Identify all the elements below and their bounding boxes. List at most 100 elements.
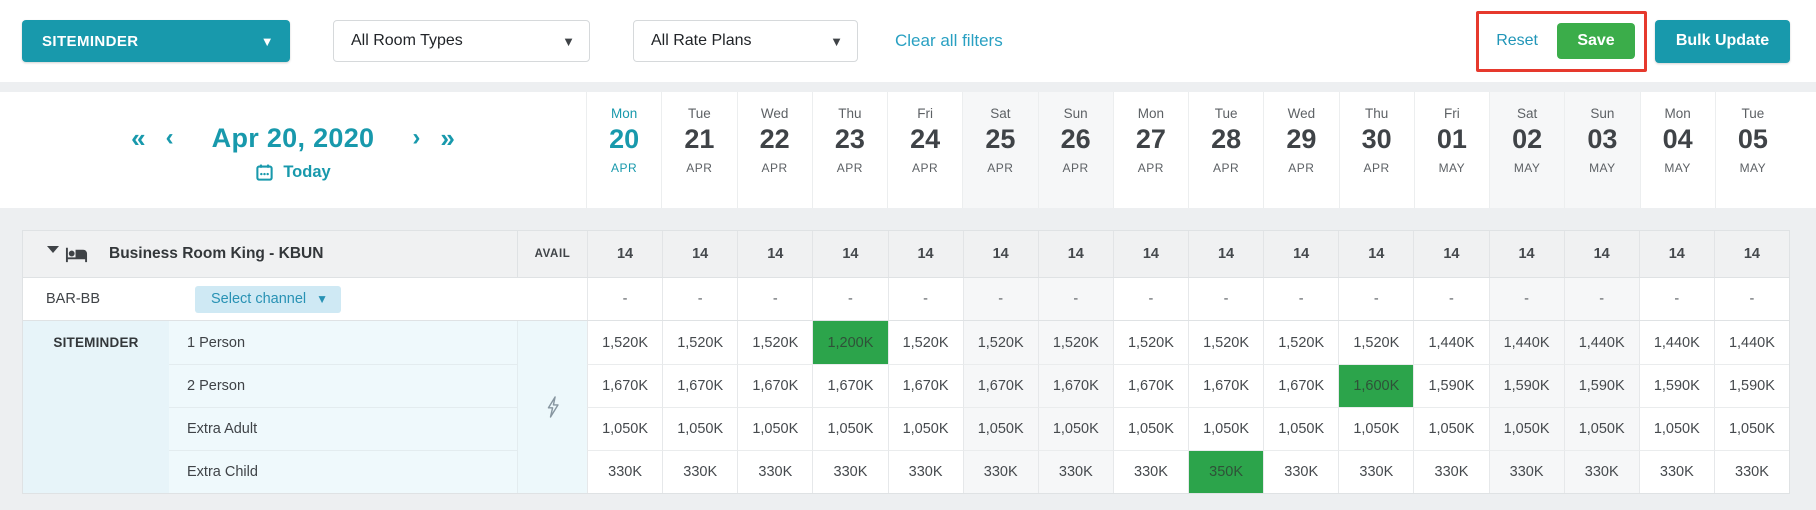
rate-value-cell[interactable]: 1,520K [587,321,662,364]
rate-value-cell[interactable]: 1,200K [812,321,888,364]
rate-value-cell[interactable]: 1,050K [1263,407,1339,450]
rate-value-cell[interactable]: 350K [1188,450,1264,493]
rate-value-cell[interactable]: 1,050K [1413,407,1489,450]
availability-cell[interactable]: 14 [1188,231,1263,277]
rate-value-cell[interactable]: 330K [1638,450,1714,493]
rate-value-cell[interactable]: 1,520K [662,321,737,364]
rate-value-cell[interactable]: 1,520K [737,321,812,364]
rate-value-cell[interactable]: 1,670K [962,364,1038,407]
rate-value-cell[interactable]: 330K [887,450,963,493]
availability-cell[interactable]: 14 [662,231,737,277]
rate-plan-cell[interactable]: - [887,278,963,320]
rate-value-cell[interactable]: 330K [1112,450,1188,493]
rate-value-cell[interactable]: 1,050K [1563,407,1639,450]
channel-selector-dropdown[interactable]: SITEMINDER ▼ [22,20,290,62]
rate-value-cell[interactable]: 1,590K [1638,364,1714,407]
rate-value-cell[interactable]: 1,520K [1338,321,1413,364]
availability-cell[interactable]: 14 [887,231,963,277]
availability-cell[interactable]: 14 [1563,231,1639,277]
collapse-room-icon[interactable] [47,245,59,253]
rate-value-cell[interactable]: 1,440K [1713,321,1789,364]
rate-value-cell[interactable]: 1,050K [962,407,1038,450]
rate-value-cell[interactable]: 330K [812,450,888,493]
rate-value-cell[interactable]: 1,670K [1263,364,1339,407]
rate-plan-cell[interactable]: - [812,278,887,320]
rate-value-cell[interactable]: 1,050K [1037,407,1113,450]
rate-value-cell[interactable]: 1,050K [737,407,813,450]
rate-plan-cell[interactable]: - [1413,278,1488,320]
rate-value-cell[interactable]: 1,520K [1188,321,1263,364]
rate-value-cell[interactable]: 1,590K [1413,364,1489,407]
rate-value-cell[interactable]: 1,050K [812,407,888,450]
rate-plan-cell[interactable]: - [1488,278,1564,320]
rate-value-cell[interactable]: 1,440K [1413,321,1488,364]
rate-value-cell[interactable]: 330K [1413,450,1489,493]
rate-plan-cell[interactable]: - [587,278,662,320]
rate-value-cell[interactable]: 1,050K [662,407,738,450]
rate-value-cell[interactable]: 1,520K [887,321,963,364]
rate-plan-cell[interactable]: - [1263,278,1338,320]
rate-value-cell[interactable]: 1,520K [1037,321,1113,364]
rate-value-cell[interactable]: 330K [587,450,663,493]
select-channel-dropdown[interactable]: Select channel ▼ [195,285,342,313]
rate-value-cell[interactable]: 1,050K [1638,407,1714,450]
rate-value-cell[interactable]: 330K [737,450,813,493]
rate-value-cell[interactable]: 330K [1713,450,1789,493]
availability-cell[interactable]: 14 [1638,231,1714,277]
rate-value-cell[interactable]: 330K [662,450,738,493]
availability-cell[interactable]: 14 [1263,231,1338,277]
next-week-button[interactable]: » [440,123,455,153]
prev-week-button[interactable]: « [131,123,146,153]
availability-cell[interactable]: 14 [1037,231,1113,277]
rate-value-cell[interactable]: 1,440K [1638,321,1714,364]
rate-value-cell[interactable]: 1,050K [887,407,963,450]
rate-value-cell[interactable]: 1,520K [1263,321,1338,364]
next-day-button[interactable]: › [412,124,421,151]
availability-cell[interactable]: 14 [587,231,662,277]
rate-plan-cell[interactable]: - [1638,278,1714,320]
availability-cell[interactable]: 14 [962,231,1038,277]
availability-cell[interactable]: 14 [1413,231,1488,277]
rate-plan-cell[interactable]: - [1037,278,1113,320]
rate-value-cell[interactable]: 1,050K [587,407,663,450]
rate-value-cell[interactable]: 1,670K [1188,364,1264,407]
rate-plan-cell[interactable]: - [662,278,737,320]
rate-value-cell[interactable]: 1,600K [1338,364,1414,407]
rate-value-cell[interactable]: 1,440K [1488,321,1564,364]
rate-value-cell[interactable]: 1,670K [737,364,813,407]
rate-value-cell[interactable]: 330K [962,450,1038,493]
rate-value-cell[interactable]: 1,670K [812,364,888,407]
rate-value-cell[interactable]: 330K [1338,450,1414,493]
rate-plan-cell[interactable]: - [737,278,812,320]
rate-value-cell[interactable]: 1,590K [1563,364,1639,407]
today-button[interactable]: Today [255,163,331,182]
rate-plan-cell[interactable]: - [1563,278,1639,320]
reset-link[interactable]: Reset [1496,32,1538,49]
rate-value-cell[interactable]: 1,670K [887,364,963,407]
rate-plans-dropdown[interactable]: All Rate Plans ▼ [633,20,858,62]
rate-value-cell[interactable]: 1,050K [1338,407,1414,450]
rate-value-cell[interactable]: 330K [1563,450,1639,493]
availability-cell[interactable]: 14 [812,231,887,277]
availability-cell[interactable]: 14 [1713,231,1789,277]
rate-value-cell[interactable]: 1,050K [1713,407,1789,450]
rate-value-cell[interactable]: 330K [1037,450,1113,493]
rate-value-cell[interactable]: 1,520K [1112,321,1188,364]
room-types-dropdown[interactable]: All Room Types ▼ [333,20,590,62]
rate-value-cell[interactable]: 1,670K [1112,364,1188,407]
rate-value-cell[interactable]: 1,670K [662,364,738,407]
availability-cell[interactable]: 14 [1338,231,1413,277]
rate-value-cell[interactable]: 1,590K [1488,364,1564,407]
prev-day-button[interactable]: ‹ [165,124,174,151]
rate-value-cell[interactable]: 1,050K [1112,407,1188,450]
rate-value-cell[interactable]: 1,670K [587,364,663,407]
rate-value-cell[interactable]: 330K [1263,450,1339,493]
bulk-update-button[interactable]: Bulk Update [1655,19,1790,63]
rate-value-cell[interactable]: 1,050K [1188,407,1264,450]
rate-plan-cell[interactable]: - [962,278,1038,320]
clear-all-filters-link[interactable]: Clear all filters [895,31,1003,50]
rate-value-cell[interactable]: 1,670K [1037,364,1113,407]
rate-plan-cell[interactable]: - [1338,278,1413,320]
rate-plan-cell[interactable]: - [1112,278,1188,320]
rate-value-cell[interactable]: 1,520K [962,321,1038,364]
